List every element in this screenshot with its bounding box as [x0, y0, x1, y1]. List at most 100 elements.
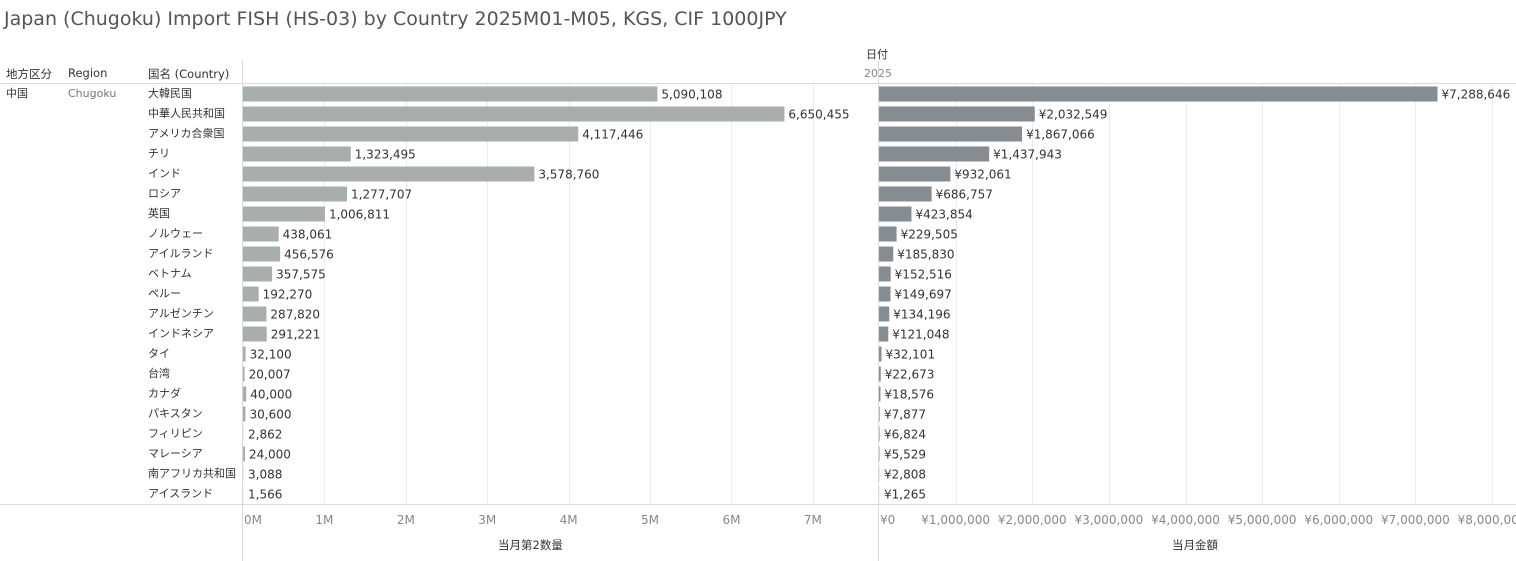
country-label: 南アフリカ共和国 [148, 467, 236, 480]
tick-label-amount: ¥5,000,000 [1228, 513, 1297, 527]
data-label-amount: ¥932,061 [954, 168, 1011, 182]
country-label: アイスランド [148, 487, 214, 500]
data-label-amount: ¥121,048 [892, 328, 949, 342]
data-label-quantity: 2,862 [248, 428, 282, 442]
country-label: タイ [148, 347, 170, 360]
country-label: アイルランド [148, 247, 214, 260]
tick-label-quantity: 1M [315, 513, 333, 527]
data-label-amount: ¥32,101 [885, 348, 935, 362]
tick-label-quantity: 0M [244, 513, 262, 527]
data-label-quantity: 357,575 [276, 268, 326, 282]
bar-amount [879, 386, 881, 402]
data-label-quantity: 40,000 [250, 388, 292, 402]
country-label: アルゼンチン [148, 307, 214, 320]
tick-label-amount: ¥2,000,000 [998, 513, 1067, 527]
bar-amount [879, 186, 932, 202]
tick-label-amount: ¥3,000,000 [1075, 513, 1144, 527]
bar-quantity [243, 386, 247, 402]
data-label-amount: ¥2,808 [884, 468, 926, 482]
bar-amount [879, 326, 889, 342]
data-label-amount: ¥185,830 [897, 248, 954, 262]
bars-layer [243, 86, 1438, 502]
bar-quantity [243, 406, 246, 422]
data-label-amount: ¥1,265 [884, 488, 926, 502]
country-label: ペルー [148, 287, 181, 300]
data-label-quantity: 456,576 [284, 248, 334, 262]
tick-label-amount: ¥8,000,000 [1458, 513, 1516, 527]
data-label-amount: ¥423,854 [915, 208, 972, 222]
bar-quantity [243, 246, 281, 262]
country-label: 大韓民国 [148, 87, 192, 100]
data-label-amount: ¥7,288,646 [1442, 88, 1511, 102]
bar-quantity [243, 366, 245, 382]
data-label-quantity: 32,100 [250, 348, 292, 362]
data-label-amount: ¥6,824 [884, 428, 926, 442]
country-label: ベトナム [148, 267, 192, 280]
bar-quantity [243, 326, 267, 342]
tick-label-quantity: 3M [478, 513, 496, 527]
data-label-quantity: 3,088 [248, 468, 282, 482]
data-label-quantity: 4,117,446 [582, 128, 643, 142]
data-label-quantity: 287,820 [270, 308, 320, 322]
bar-amount [879, 426, 880, 442]
x-axis-title-quantity: 当月第2数量 [498, 538, 563, 552]
country-label: カナダ [148, 387, 181, 400]
country-label: 台湾 [148, 367, 170, 380]
header-date: 日付 [866, 48, 888, 61]
data-label-amount: ¥1,437,943 [993, 148, 1062, 162]
data-label-quantity: 30,600 [249, 408, 291, 422]
bar-quantity [243, 446, 245, 462]
bar-amount [879, 166, 951, 182]
tick-label-quantity: 6M [722, 513, 740, 527]
data-label-amount: ¥18,576 [884, 388, 934, 402]
header-region: Region [68, 66, 108, 80]
bar-quantity [243, 126, 579, 142]
country-label: インドネシア [148, 327, 214, 340]
bar-amount [879, 106, 1035, 122]
tick-label-amount: ¥1,000,000 [921, 513, 990, 527]
bar-amount [879, 366, 881, 382]
row-pref: 中国 [6, 87, 28, 100]
bar-quantity [243, 166, 535, 182]
bar-quantity [243, 346, 246, 362]
data-label-amount: ¥5,529 [884, 448, 926, 462]
data-label-quantity: 438,061 [283, 228, 333, 242]
country-label: 中華人民共和国 [148, 107, 225, 120]
data-label-quantity: 1,006,811 [329, 208, 390, 222]
data-label-quantity: 1,566 [248, 488, 282, 502]
tick-label-amount: ¥7,000,000 [1381, 513, 1450, 527]
bar-quantity [243, 206, 325, 222]
country-label: フィリピン [148, 427, 203, 440]
tick-label-amount: ¥6,000,000 [1304, 513, 1373, 527]
bar-amount [879, 406, 880, 422]
header-country: 国名 (Country) [148, 67, 230, 81]
bar-quantity [243, 86, 658, 102]
bar-amount [879, 346, 882, 362]
bar-quantity [243, 186, 348, 202]
country-label: パキスタン [148, 407, 203, 420]
tick-label-quantity: 2M [397, 513, 415, 527]
tick-label-quantity: 7M [804, 513, 822, 527]
bar-amount [879, 126, 1023, 142]
country-label: ロシア [148, 187, 181, 200]
row-region: Chugoku [68, 87, 117, 100]
tick-label-amount: ¥0 [880, 513, 895, 527]
data-label-quantity: 3,578,760 [538, 168, 599, 182]
labels-layer: 5,090,108 6,650,455 4,117,446 1,323,495 3,57… [248, 88, 1510, 502]
bar-amount [879, 226, 897, 242]
tick-label-amount: ¥4,000,000 [1151, 513, 1220, 527]
ticks-layer: 0M 1M 2M 3M 4M 5M 6M 7M ¥0 ¥1,000,000 ¥2,000,000 ¥3… [244, 513, 1516, 527]
bar-quantity [243, 226, 279, 242]
header-pref: 地方区分 [6, 67, 52, 81]
chart-title: Japan (Chugoku) Import FISH (HS-03) by C… [4, 8, 787, 30]
bar-amount [879, 266, 891, 282]
bar-quantity [243, 306, 267, 322]
data-label-amount: ¥22,673 [885, 368, 935, 382]
country-label: ノルウェー [148, 227, 203, 240]
bar-amount [879, 246, 894, 262]
grid-layer [0, 60, 1516, 561]
bar-quantity [243, 106, 785, 122]
bar-amount [879, 86, 1438, 102]
x-axis-title-amount: 当月金額 [1172, 538, 1218, 552]
